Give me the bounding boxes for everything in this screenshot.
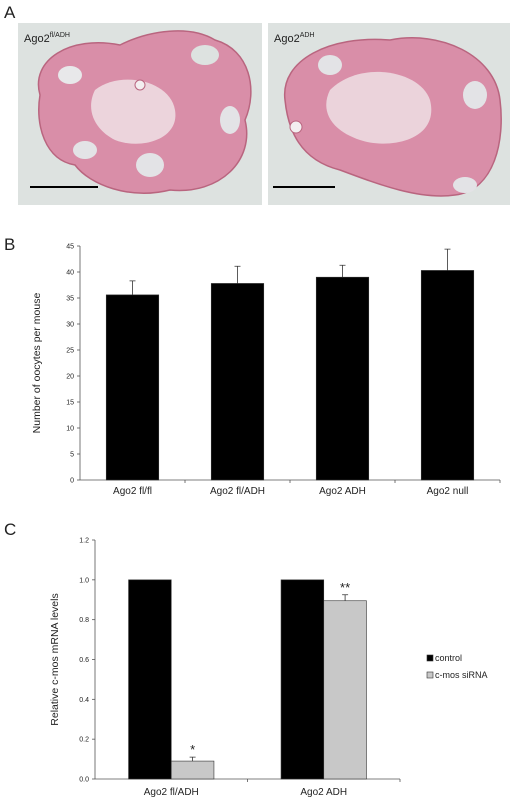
x-tick-label: Ago2 null xyxy=(427,486,469,497)
significance-marker: ** xyxy=(340,580,350,595)
bar xyxy=(128,579,172,780)
y-tick-label: 1.0 xyxy=(79,577,89,584)
legend-label: c-mos siRNA xyxy=(435,670,488,680)
bar xyxy=(280,579,325,780)
histology-image xyxy=(18,23,262,205)
y-tick-label: 5 xyxy=(70,452,74,459)
histology-image xyxy=(268,23,510,205)
x-tick-label: Ago2 fl/fl xyxy=(113,486,152,497)
error-bar xyxy=(129,280,136,295)
error-bar xyxy=(234,265,241,284)
error-bar xyxy=(444,248,451,271)
y-tick-label: 15 xyxy=(66,400,74,407)
panel-label: B xyxy=(4,235,15,254)
bar xyxy=(323,600,367,780)
bar xyxy=(170,760,215,780)
y-tick-label: 0.4 xyxy=(79,697,89,704)
label: Ago2 xyxy=(274,33,300,45)
legend-swatch xyxy=(426,671,434,679)
x-tick-label: Ago2 ADH xyxy=(319,486,366,497)
y-tick-label: 10 xyxy=(66,426,74,433)
y-tick-label: 40 xyxy=(66,270,74,277)
superscript: fl/ADH xyxy=(50,32,70,39)
y-tick-label: 35 xyxy=(66,296,74,303)
image-label: Ago2ADH xyxy=(274,32,314,45)
y-tick-label: 45 xyxy=(66,244,74,251)
y-axis-label: Number of oocytes per mouse xyxy=(31,293,43,434)
x-tick-label: Ago2 ADH xyxy=(300,787,347,798)
y-tick-label: 20 xyxy=(66,374,74,381)
panel-label: A xyxy=(4,3,16,22)
x-tick-label: Ago2 fl/ADH xyxy=(144,787,199,798)
image-label: Ago2fl/ADH xyxy=(24,32,70,45)
y-tick-label: 0.8 xyxy=(79,617,89,624)
y-tick-label: 0 xyxy=(70,478,74,485)
significance-marker: * xyxy=(190,742,195,757)
y-tick-label: 25 xyxy=(66,348,74,355)
legend-swatch xyxy=(426,654,434,662)
error-bar xyxy=(189,756,196,762)
label: Ago2 xyxy=(24,33,50,45)
y-tick-label: 1.2 xyxy=(79,538,89,545)
y-tick-label: 0.2 xyxy=(79,737,89,744)
superscript: ADH xyxy=(300,32,315,39)
x-tick-label: Ago2 fl/ADH xyxy=(210,486,265,497)
panel-label: C xyxy=(4,520,16,539)
y-tick-label: 0.0 xyxy=(79,777,89,784)
error-bar xyxy=(342,594,349,601)
bar xyxy=(105,294,160,481)
y-tick-label: 0.6 xyxy=(79,657,89,664)
bar xyxy=(210,283,265,481)
y-tick-label: 30 xyxy=(66,322,74,329)
error-bar xyxy=(339,264,346,278)
bar xyxy=(420,270,475,481)
y-axis-label: Relative c-mos mRNA levels xyxy=(49,593,61,725)
legend-label: control xyxy=(435,653,462,663)
bar xyxy=(315,276,370,481)
